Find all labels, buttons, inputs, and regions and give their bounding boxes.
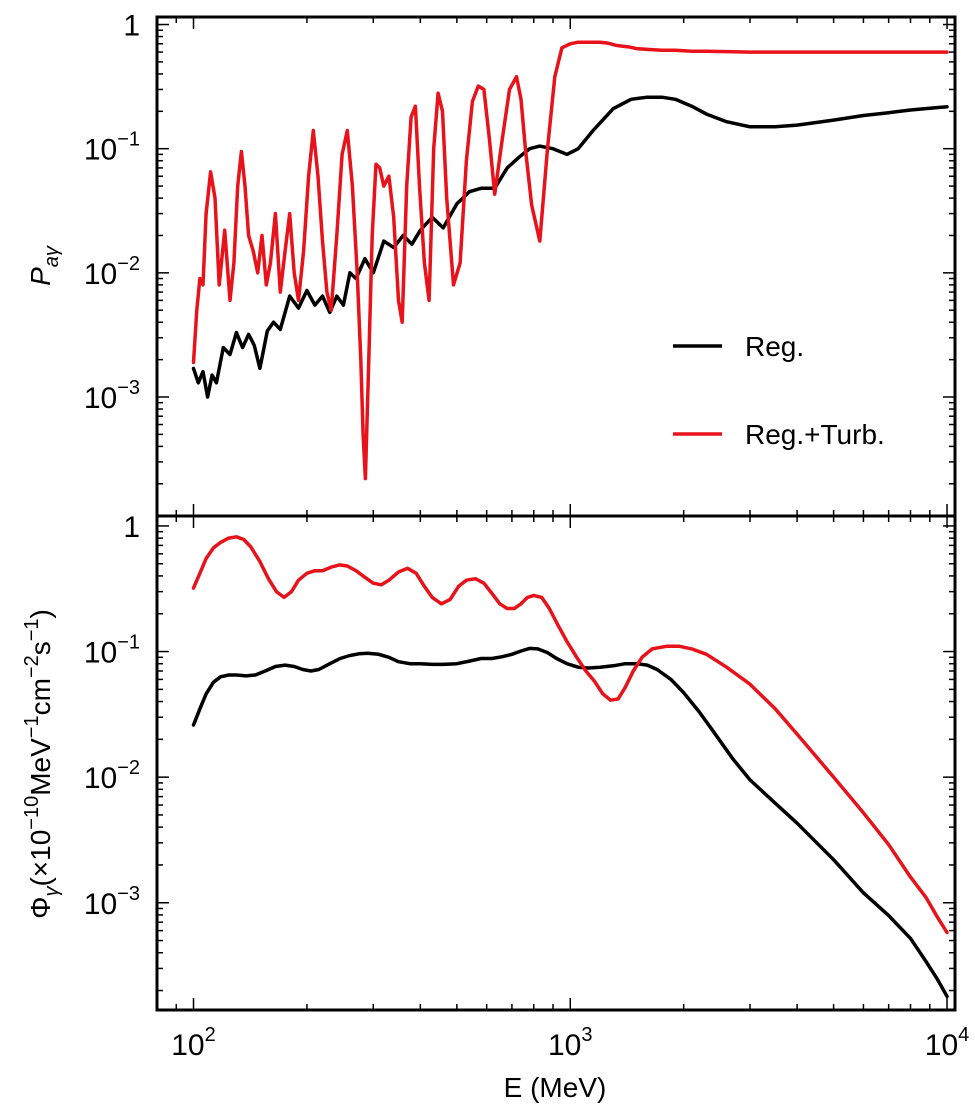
y-tick-label: 1 bbox=[123, 511, 140, 544]
bottom-ylabel-sub: γ bbox=[41, 886, 63, 897]
legend-label-reg: Reg. bbox=[745, 331, 804, 362]
series-line-reg-turb bbox=[191, 40, 949, 481]
y-tick-label: 10−1 bbox=[84, 632, 140, 670]
y-tick-label: 10−2 bbox=[84, 757, 140, 795]
bottom-ylabel-exp3: −2 bbox=[21, 655, 43, 678]
bottom-ylabel-exp2: −1 bbox=[21, 715, 43, 738]
bottom-ylabel-s: s bbox=[25, 641, 56, 655]
x-tick-label: 104 bbox=[925, 1024, 970, 1062]
top-ytick-labels: 1 10−1 10−2 10−3 bbox=[84, 10, 140, 415]
series-line-reg bbox=[191, 646, 949, 999]
legend: Reg. Reg.+Turb. bbox=[673, 331, 885, 450]
top-ylabel-sub: aγ bbox=[41, 245, 63, 267]
x-axis-title: E (MeV) bbox=[504, 1072, 607, 1103]
bottom-ytick-labels: 1 10−1 10−2 10−3 bbox=[84, 511, 140, 921]
y-tick-label: 10−3 bbox=[84, 883, 140, 921]
top-ticks bbox=[156, 17, 955, 516]
bottom-panel: 110−110−210−3 Φγ(×10−10MeV−1cm−2s−1) bbox=[21, 511, 957, 1012]
top-series-group bbox=[191, 40, 949, 481]
bottom-ylabel-close: ) bbox=[25, 609, 56, 618]
y-tick-label: 10−3 bbox=[84, 377, 140, 415]
x-tick-label: 103 bbox=[548, 1024, 593, 1062]
bottom-series-group bbox=[191, 535, 949, 999]
top-ylabel-main: P bbox=[25, 267, 56, 286]
bottom-ylabel-main: Φ bbox=[25, 897, 56, 919]
top-panel: 1 10−1 10−2 10−3 Paγ Reg. Reg.+Turb. bbox=[25, 10, 957, 518]
bottom-ticks bbox=[156, 516, 955, 1010]
bottom-panel-frame bbox=[155, 514, 957, 1012]
y-tick-label: 10−1 bbox=[84, 129, 140, 167]
top-ylabel: Paγ bbox=[25, 245, 63, 286]
bottom-ylabel-rest: (×10 bbox=[25, 830, 56, 887]
bottom-ylabel-mev: MeV bbox=[25, 738, 56, 796]
bottom-ylabel-exp4: −1 bbox=[21, 618, 43, 641]
series-line-reg-turb bbox=[191, 535, 949, 935]
bottom-ylabel: Φγ(×10−10MeV−1cm−2s−1) bbox=[21, 609, 63, 919]
bottom-ylabel-cm: cm bbox=[25, 678, 56, 715]
legend-label-turb: Reg.+Turb. bbox=[745, 419, 885, 450]
series-line-reg bbox=[191, 95, 949, 399]
x-tick-label: 102 bbox=[171, 1024, 216, 1062]
y-tick-label: 1 bbox=[123, 10, 140, 43]
y-tick-label: 10−2 bbox=[84, 253, 140, 291]
x-tick-labels: 102 103 104 bbox=[171, 1024, 969, 1062]
bottom-ylabel-exp1: −10 bbox=[21, 796, 43, 830]
